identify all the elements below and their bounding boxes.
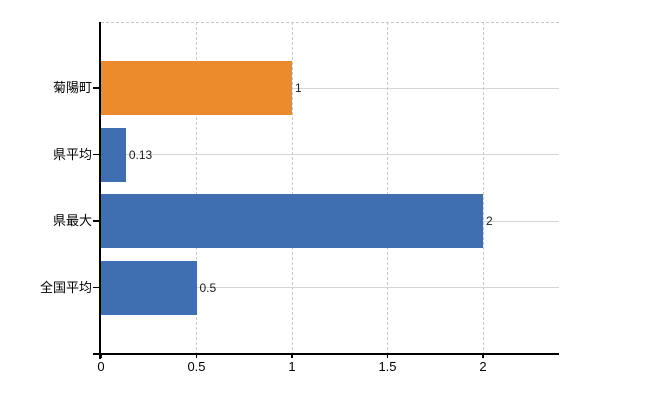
y-axis-tick (93, 286, 100, 289)
x-axis-tick-label: 0 (97, 359, 105, 374)
category-gridline (101, 154, 559, 156)
x-axis-tick-label: 0.5 (187, 359, 206, 374)
category-label: 県平均 (52, 146, 92, 162)
x-axis-tick-label: 1 (288, 359, 296, 374)
x-axis-tick (195, 353, 198, 358)
bar-value-label: 0.5 (199, 280, 217, 295)
x-axis-tick (482, 353, 484, 358)
vertical-gridline (291, 22, 293, 353)
vertical-gridline (387, 22, 388, 353)
y-axis-tick (93, 153, 100, 156)
x-axis-tick-label: 1.5 (378, 359, 397, 374)
bar (101, 61, 292, 115)
category-label: 菊陽町 (52, 80, 92, 95)
x-axis-line (93, 353, 559, 355)
category-label: 県最大 (52, 213, 92, 229)
bar-value-label: 2 (486, 214, 493, 229)
bar (101, 260, 197, 315)
y-axis-tick (93, 87, 100, 89)
x-axis-tick-label: 2 (479, 359, 487, 374)
category-label: 全国平均 (39, 279, 92, 295)
bar-value-label: 0.13 (128, 147, 153, 162)
category-gridline (101, 87, 559, 89)
plot-top-border (101, 22, 559, 23)
y-axis-tick (93, 220, 100, 222)
x-axis-tick (291, 353, 293, 358)
bar (101, 194, 483, 249)
y-axis-line (99, 22, 101, 359)
x-axis-tick (386, 353, 389, 358)
bar-value-label: 1 (295, 81, 302, 95)
x-axis-tick (100, 353, 102, 358)
vertical-gridline (482, 22, 484, 353)
bar (101, 127, 126, 182)
category-gridline (101, 287, 559, 289)
vertical-gridline (196, 22, 197, 353)
